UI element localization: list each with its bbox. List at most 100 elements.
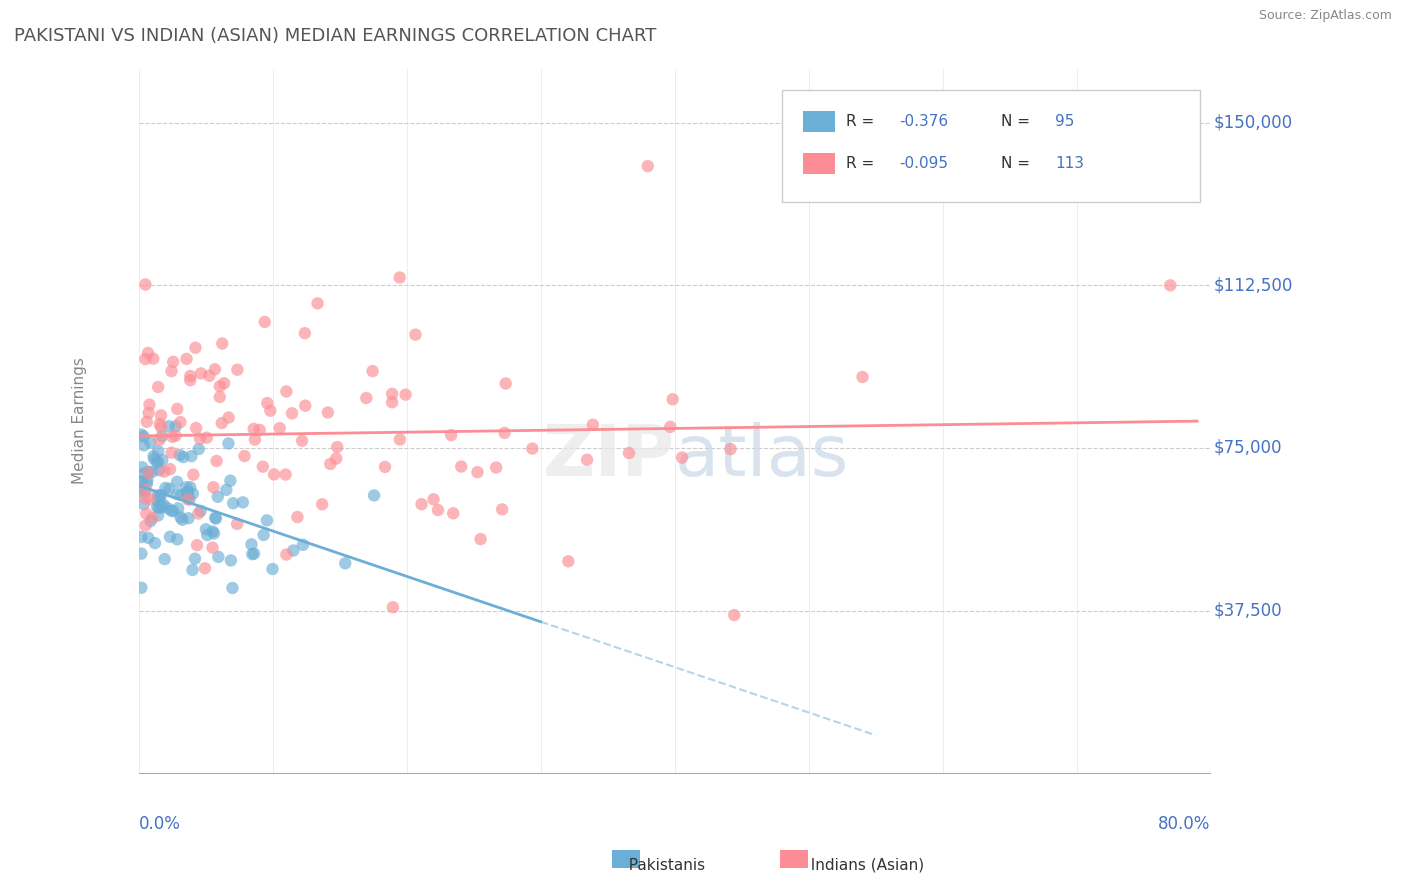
Point: [253, 315, 276, 329]
Point: [157, 482, 180, 496]
Point: [176, 480, 198, 494]
Point: [146, 380, 169, 394]
Point: [335, 556, 357, 570]
Point: [138, 398, 160, 412]
Point: [172, 513, 194, 527]
Point: [172, 450, 194, 464]
Point: [142, 351, 165, 366]
Point: [215, 483, 238, 497]
Point: [134, 352, 156, 367]
Point: [394, 387, 416, 401]
Point: [139, 514, 162, 528]
Text: $75,000: $75,000: [1213, 439, 1282, 457]
Point: [441, 506, 464, 520]
Point: [212, 376, 235, 391]
Text: $37,500: $37,500: [1213, 601, 1282, 620]
Point: [131, 474, 153, 488]
Text: -0.095: -0.095: [900, 156, 949, 171]
Point: [211, 416, 233, 430]
Text: Indians (Asian): Indians (Asian): [801, 858, 925, 872]
Point: [184, 551, 207, 566]
Point: [149, 489, 172, 503]
Text: R =: R =: [846, 156, 879, 171]
Point: [256, 396, 278, 410]
Point: [169, 510, 191, 524]
Point: [240, 547, 263, 561]
Point: [316, 405, 339, 419]
Point: [202, 526, 225, 541]
Point: [166, 401, 188, 416]
Point: [252, 528, 274, 542]
Point: [131, 547, 153, 561]
Point: [150, 420, 173, 434]
Point: [256, 513, 278, 527]
Point: [450, 459, 472, 474]
Point: [181, 563, 204, 577]
Point: [176, 351, 198, 366]
Point: [155, 481, 177, 495]
Point: [146, 488, 169, 502]
Point: [160, 445, 183, 459]
Point: [176, 485, 198, 500]
Point: [201, 541, 224, 555]
Point: [176, 485, 198, 500]
Point: [1159, 278, 1181, 293]
Point: [166, 487, 188, 501]
Point: [219, 474, 242, 488]
Point: [149, 496, 172, 510]
Point: [319, 457, 342, 471]
Point: [263, 467, 285, 482]
Point: [165, 428, 187, 442]
Point: [207, 490, 229, 504]
Point: [134, 277, 156, 292]
Point: [207, 549, 229, 564]
Point: [181, 486, 204, 500]
Point: [356, 391, 378, 405]
Text: Source: ZipAtlas.com: Source: ZipAtlas.com: [1258, 9, 1392, 22]
Point: [440, 428, 463, 442]
Point: [169, 415, 191, 429]
Point: [470, 532, 492, 546]
Point: [252, 459, 274, 474]
Point: [262, 562, 284, 576]
Point: [381, 387, 404, 401]
Point: [205, 511, 228, 525]
Point: [138, 531, 160, 545]
Point: [136, 473, 159, 487]
Point: [485, 460, 508, 475]
Point: [249, 423, 271, 437]
Point: [131, 427, 153, 442]
Point: [141, 465, 163, 479]
Point: [363, 488, 385, 502]
Point: [361, 364, 384, 378]
Point: [142, 449, 165, 463]
Point: [177, 489, 200, 503]
Point: [167, 501, 190, 516]
Point: [150, 453, 173, 467]
Point: [659, 420, 682, 434]
Point: [217, 436, 239, 450]
Point: [184, 341, 207, 355]
Point: [135, 518, 157, 533]
Point: [311, 497, 333, 511]
Point: [276, 548, 298, 562]
Point: [233, 449, 256, 463]
Point: [494, 425, 516, 440]
Point: [139, 435, 162, 450]
Point: [166, 475, 188, 489]
Point: [166, 533, 188, 547]
Point: [226, 362, 249, 376]
Point: [218, 410, 240, 425]
Point: [179, 369, 201, 384]
Point: [283, 543, 305, 558]
Point: [221, 581, 243, 595]
Point: [159, 462, 181, 476]
Point: [222, 496, 245, 510]
Point: [146, 455, 169, 469]
Point: [422, 492, 444, 507]
Point: [177, 492, 200, 507]
Point: [637, 159, 659, 173]
Point: [143, 536, 166, 550]
Point: [179, 492, 201, 507]
Point: [198, 368, 221, 383]
